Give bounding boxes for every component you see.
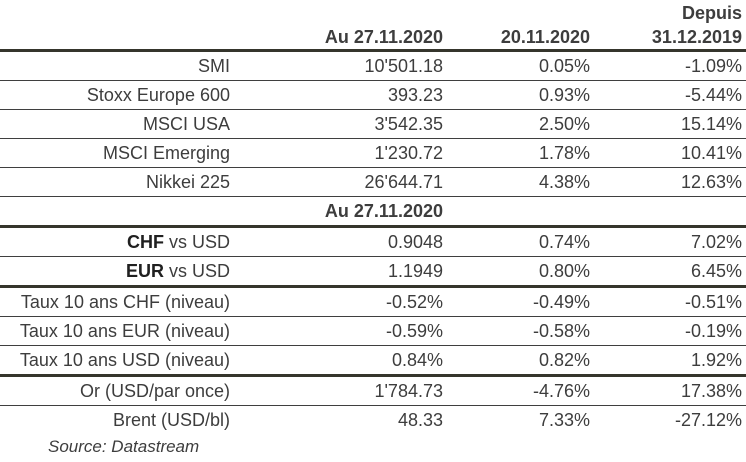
row-label: MSCI Emerging bbox=[0, 138, 234, 168]
table-row: Taux 10 ans USD (niveau) 0.84% 0.82% 1.9… bbox=[0, 345, 746, 377]
table-row: CHF vs USD 0.9048 0.74% 7.02% bbox=[0, 226, 746, 257]
value-asof: 1'784.73 bbox=[234, 375, 447, 406]
value-since-yearstart: -27.12% bbox=[674, 409, 743, 430]
value-asof: 26'644.71 bbox=[234, 167, 447, 197]
row-label: Or (USD/par once) bbox=[0, 375, 234, 406]
row-label: Brent (USD/bl) bbox=[112, 409, 230, 430]
empty-cell bbox=[594, 196, 746, 228]
value-asof: 3'542.35 bbox=[234, 109, 447, 139]
row-label-rest: vs USD bbox=[163, 260, 230, 281]
value-asof: -0.59% bbox=[234, 316, 447, 346]
table-row: Taux 10 ans EUR (niveau) -0.59% -0.58% -… bbox=[0, 316, 746, 346]
empty-cell bbox=[0, 196, 234, 228]
value-asof: 10'501.18 bbox=[234, 50, 447, 81]
value-since-yearstart: 15.14% bbox=[594, 109, 746, 139]
value-since-yearstart: -5.44% bbox=[594, 80, 746, 110]
value-since-yearstart: 17.38% bbox=[594, 375, 746, 406]
value-since-week: 0.82% bbox=[447, 345, 594, 377]
value-asof: 1'230.72 bbox=[234, 138, 447, 168]
row-label: Taux 10 ans USD (niveau) bbox=[0, 345, 234, 377]
value-since-week: 0.80% bbox=[447, 256, 594, 288]
row-label: Nikkei 225 bbox=[0, 167, 234, 197]
currency-code: CHF bbox=[126, 231, 164, 252]
value-asof: 393.23 bbox=[234, 80, 447, 110]
value-since-week: 7.33% bbox=[538, 409, 590, 430]
table-row: SMI 10'501.18 0.05% -1.09% bbox=[0, 50, 746, 81]
value-since-yearstart: -1.09% bbox=[594, 50, 746, 81]
row-label: Taux 10 ans EUR (niveau) bbox=[0, 316, 234, 346]
section-header-row: Au 27.11.2020 bbox=[0, 196, 746, 228]
row-label: Stoxx Europe 600 bbox=[0, 80, 234, 110]
value-since-week: -4.76% bbox=[447, 375, 594, 406]
row-label: EUR vs USD bbox=[0, 256, 234, 288]
value-since-yearstart: -0.51% bbox=[594, 286, 746, 317]
source-note: Source: Datastream bbox=[48, 437, 200, 456]
section-header-asof: Au 27.11.2020 bbox=[234, 196, 447, 228]
value-since-week: -0.58% bbox=[447, 316, 594, 346]
table-row: Brent (USD/bl) 48.33 7.33% -27.12% bbox=[0, 406, 746, 435]
table-row: Stoxx Europe 600 393.23 0.93% -5.44% bbox=[0, 80, 746, 110]
table-row: Nikkei 225 26'644.71 4.38% 12.63% bbox=[0, 167, 746, 197]
depuis-header: Depuis bbox=[682, 2, 743, 23]
value-since-yearstart: 10.41% bbox=[594, 138, 746, 168]
value-since-yearstart: -0.19% bbox=[594, 316, 746, 346]
value-since-week: -0.49% bbox=[447, 286, 594, 317]
table-row: MSCI Emerging 1'230.72 1.78% 10.41% bbox=[0, 138, 746, 168]
value-since-week: 0.74% bbox=[447, 226, 594, 257]
value-since-week: 1.78% bbox=[447, 138, 594, 168]
col-header-since-week: 20.11.2020 bbox=[447, 26, 594, 52]
empty-cell bbox=[447, 196, 594, 228]
row-label-rest: vs USD bbox=[163, 231, 230, 252]
empty-cell bbox=[0, 0, 234, 26]
currency-code: EUR bbox=[125, 260, 164, 281]
table-row: MSCI USA 3'542.35 2.50% 15.14% bbox=[0, 109, 746, 139]
row-label: Taux 10 ans CHF (niveau) bbox=[0, 286, 234, 317]
depuis-header-row: Depuis bbox=[0, 0, 746, 26]
col-header-since-yearstart: 31.12.2019 bbox=[594, 26, 746, 52]
value-since-yearstart: 7.02% bbox=[594, 226, 746, 257]
value-since-yearstart: 12.63% bbox=[594, 167, 746, 197]
market-data-table: Depuis Au 27.11.2020 20.11.2020 31.12.20… bbox=[0, 0, 746, 435]
table-row: EUR vs USD 1.1949 0.80% 6.45% bbox=[0, 256, 746, 288]
value-since-yearstart: 1.92% bbox=[594, 345, 746, 377]
value-asof: 0.9048 bbox=[234, 226, 447, 257]
empty-cell bbox=[234, 0, 447, 26]
value-asof: 1.1949 bbox=[234, 256, 447, 288]
row-label: MSCI USA bbox=[0, 109, 234, 139]
table-row: Or (USD/par once) 1'784.73 -4.76% 17.38% bbox=[0, 375, 746, 406]
col-header-asof: Au 27.11.2020 bbox=[234, 26, 447, 52]
value-since-week: 0.93% bbox=[447, 80, 594, 110]
value-since-yearstart: 6.45% bbox=[594, 256, 746, 288]
value-since-week: 0.05% bbox=[447, 50, 594, 81]
empty-cell bbox=[0, 26, 234, 52]
row-label: SMI bbox=[0, 50, 234, 81]
value-since-week: 2.50% bbox=[447, 109, 594, 139]
table-row: Taux 10 ans CHF (niveau) -0.52% -0.49% -… bbox=[0, 286, 746, 317]
value-asof: 0.84% bbox=[234, 345, 447, 377]
column-header-row: Au 27.11.2020 20.11.2020 31.12.2019 bbox=[0, 26, 746, 52]
value-since-week: 4.38% bbox=[447, 167, 594, 197]
row-label: CHF vs USD bbox=[0, 226, 234, 257]
value-asof: 48.33 bbox=[397, 409, 443, 430]
value-asof: -0.52% bbox=[234, 286, 447, 317]
